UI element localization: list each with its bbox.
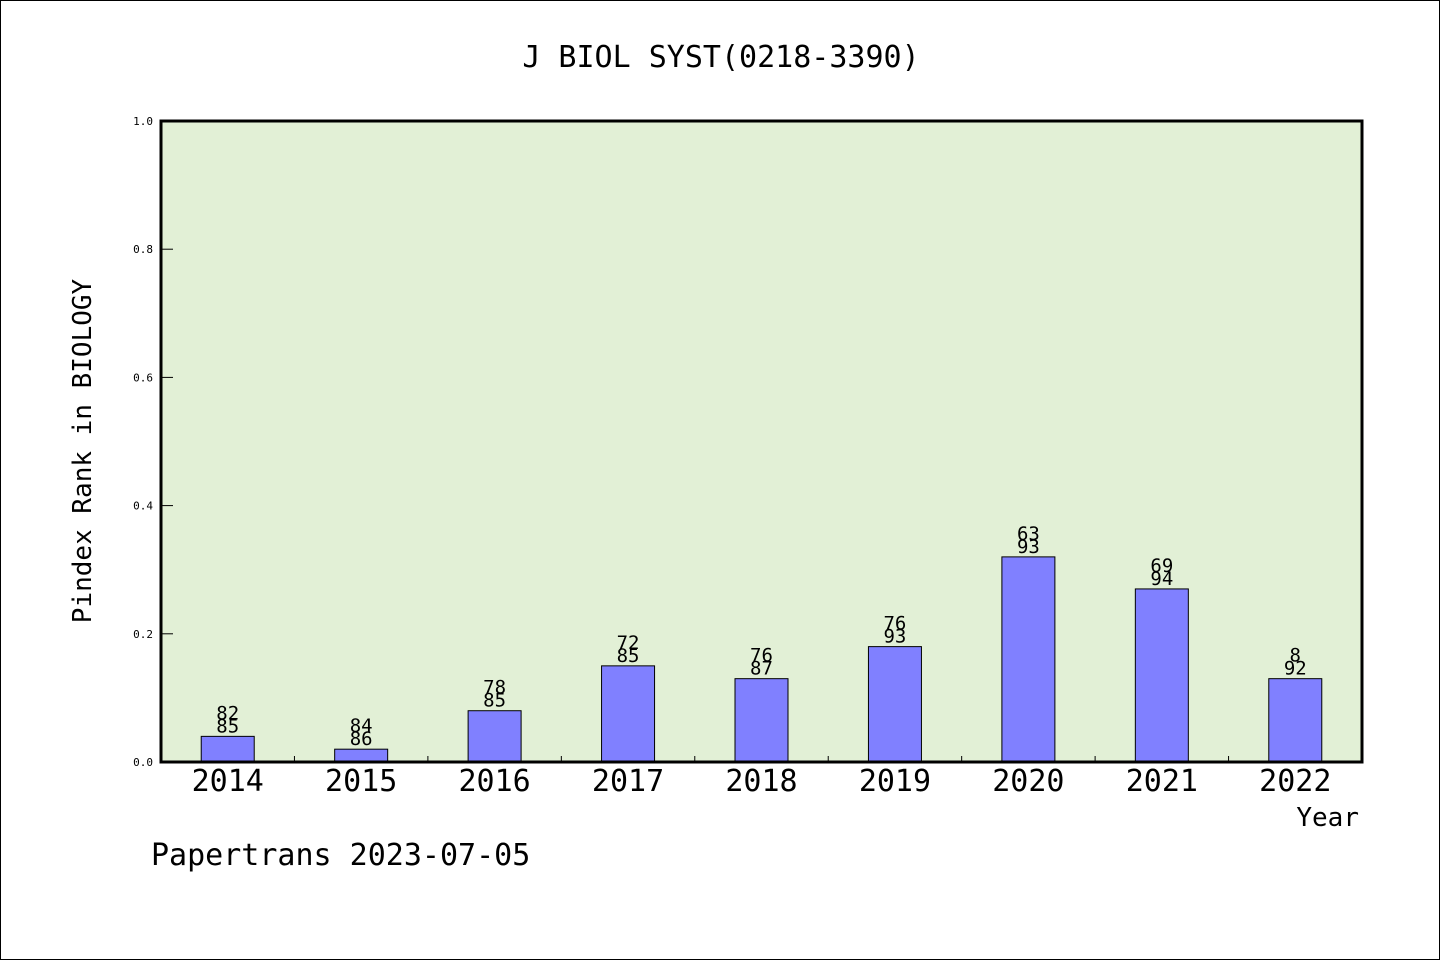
bar-label-top: 72: [617, 632, 640, 654]
x-tick-label: 2016: [458, 764, 530, 799]
bar-2016: [467, 710, 522, 763]
y-axis-label: Pindex Rank in BIOLOGY: [68, 278, 98, 623]
y-axis: 0.0 0.2 0.4 0.6 0.8 1.0: [133, 115, 173, 769]
bar-label-bottom: 86: [350, 728, 373, 750]
bar-label-bottom: 87: [750, 658, 773, 680]
y-tick-label: 0.4: [133, 500, 153, 513]
y-tick-label: 0.8: [133, 243, 153, 256]
bar-label-top: 76: [750, 645, 773, 667]
bar-label-top: 84: [350, 715, 373, 737]
x-tick-label: 2014: [192, 764, 264, 799]
bar-label-top: 69: [1150, 555, 1173, 577]
y-tick-label: 1.0: [133, 115, 153, 128]
bar-label-bottom: 92: [1284, 658, 1307, 680]
plot-border: [159, 119, 1364, 764]
footer-text: Papertrans 2023-07-05: [151, 838, 530, 873]
bar-2014: [200, 735, 255, 763]
bar-label-bottom: 85: [617, 645, 640, 667]
x-axis-label: Year: [1296, 803, 1359, 833]
bar-label-top: 63: [1017, 523, 1040, 545]
x-tick-label: 2017: [592, 764, 664, 799]
bar-label-bottom: 93: [883, 626, 906, 648]
bar-series: [200, 556, 1323, 763]
bar-2019: [867, 646, 922, 763]
x-tick-label: 2018: [725, 764, 797, 799]
x-tick-label: 2022: [1259, 764, 1331, 799]
x-tick-label: 2020: [992, 764, 1064, 799]
bar-label-top: 76: [883, 613, 906, 635]
bar-2015: [334, 748, 389, 763]
x-tick-label: 2015: [325, 764, 397, 799]
x-tick-label: 2021: [1126, 764, 1198, 799]
x-axis: 2014 2015 2016 2017 2018 2019 2020 2021 2022: [192, 756, 1331, 799]
bar-label-top: 82: [216, 702, 239, 724]
chart-title: J BIOL SYST(0218-3390): [522, 40, 919, 75]
y-tick-label: 0.6: [133, 371, 153, 384]
bar-2018: [734, 678, 789, 763]
bar-label-top: 78: [483, 677, 506, 699]
bar-2020: [1001, 556, 1056, 763]
bar-label-bottom: 93: [1017, 536, 1040, 558]
bar-label-bottom: 94: [1150, 568, 1173, 590]
x-tick-label: 2019: [859, 764, 931, 799]
bar-2017: [601, 665, 656, 763]
bar-label-bottom: 85: [216, 715, 239, 737]
bar-2021: [1134, 588, 1189, 763]
bar-2022: [1268, 678, 1323, 763]
y-tick-label: 0.2: [133, 628, 153, 641]
bar-label-bottom: 85: [483, 690, 506, 712]
y-tick-label: 0.0: [133, 756, 153, 769]
bar-label-top: 8: [1290, 645, 1301, 667]
